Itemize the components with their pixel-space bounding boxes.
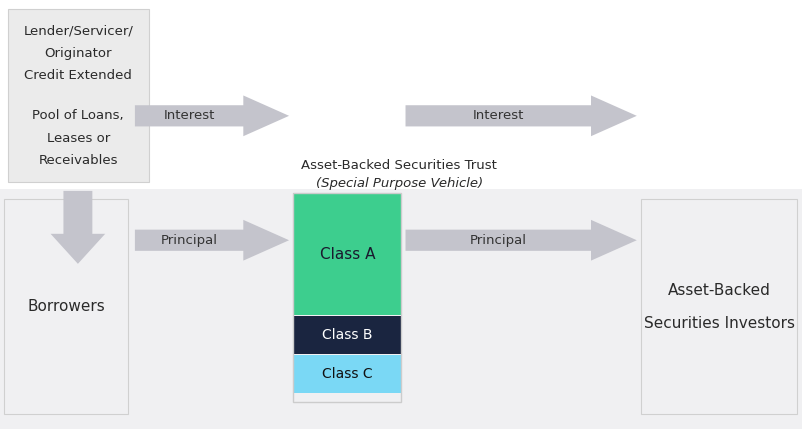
Text: Asset-Backed Securities Trust: Asset-Backed Securities Trust: [301, 159, 496, 172]
FancyBboxPatch shape: [293, 316, 401, 354]
Text: Receivables: Receivables: [38, 154, 118, 167]
Text: Interest: Interest: [472, 109, 523, 122]
Text: Class C: Class C: [322, 367, 372, 381]
FancyBboxPatch shape: [293, 193, 401, 315]
Polygon shape: [135, 95, 289, 136]
FancyBboxPatch shape: [4, 199, 128, 414]
Polygon shape: [405, 220, 636, 261]
Text: Class A: Class A: [319, 247, 375, 262]
FancyBboxPatch shape: [0, 189, 802, 429]
Text: Asset-Backed: Asset-Backed: [666, 283, 770, 298]
Text: Credit Extended: Credit Extended: [24, 69, 132, 82]
Polygon shape: [405, 95, 636, 136]
Text: Borrowers: Borrowers: [27, 299, 105, 314]
FancyBboxPatch shape: [640, 199, 796, 414]
Text: Interest: Interest: [164, 109, 214, 122]
Text: Lender/Servicer/: Lender/Servicer/: [23, 25, 133, 38]
Polygon shape: [135, 220, 289, 261]
Text: Principal: Principal: [160, 234, 217, 247]
Text: Originator: Originator: [44, 47, 112, 60]
Text: (Special Purpose Vehicle): (Special Purpose Vehicle): [315, 177, 482, 190]
Text: Securities Investors: Securities Investors: [642, 316, 794, 330]
Polygon shape: [51, 191, 105, 264]
FancyBboxPatch shape: [8, 9, 148, 182]
Text: Leases or: Leases or: [47, 132, 110, 145]
Text: Pool of Loans,: Pool of Loans,: [32, 109, 124, 122]
Text: Class B: Class B: [322, 328, 372, 342]
FancyBboxPatch shape: [293, 355, 401, 393]
Text: Principal: Principal: [469, 234, 526, 247]
